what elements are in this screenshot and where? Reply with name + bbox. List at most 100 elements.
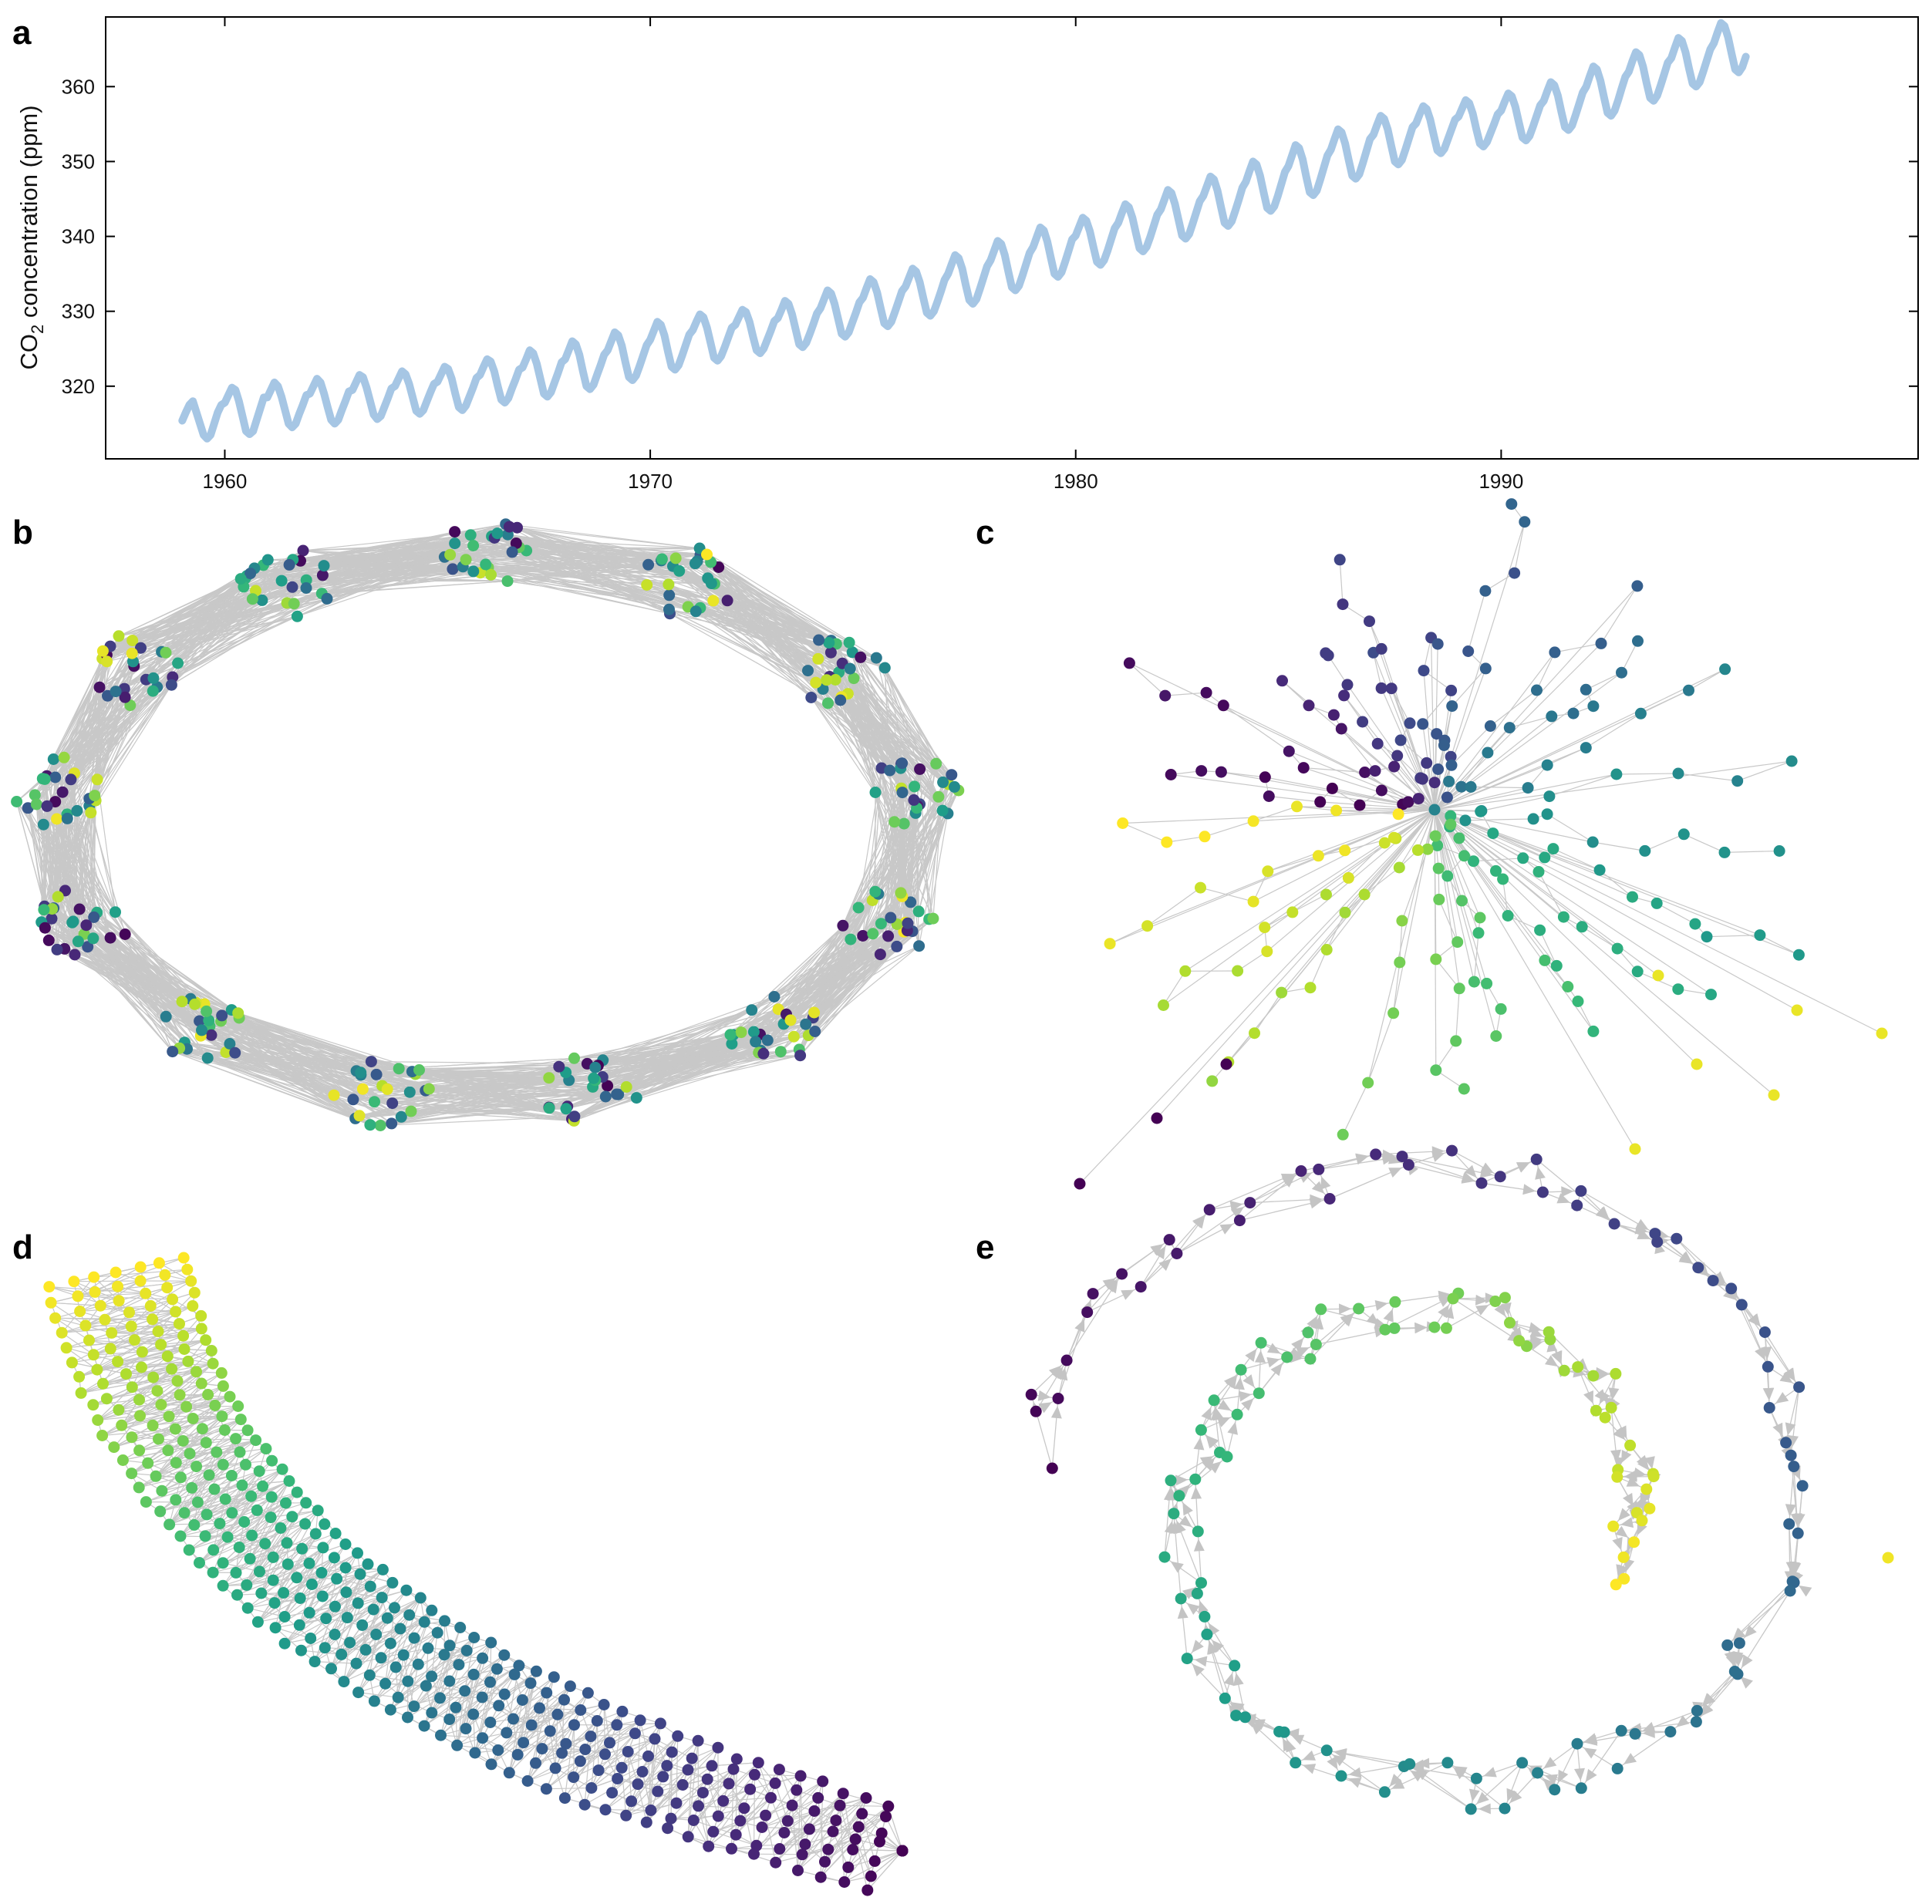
edge <box>718 567 841 701</box>
node <box>503 521 515 533</box>
edge <box>1156 809 1435 1119</box>
node <box>705 578 717 589</box>
edge <box>213 1517 271 1551</box>
node <box>913 940 926 952</box>
node <box>1683 684 1694 696</box>
edge <box>134 1328 202 1341</box>
edge <box>46 806 58 950</box>
node <box>1206 1075 1219 1087</box>
node <box>787 1030 800 1043</box>
edge <box>374 1645 450 1702</box>
edge <box>238 1013 393 1124</box>
node <box>1718 846 1731 858</box>
node <box>1396 915 1408 927</box>
node <box>905 896 917 908</box>
edge <box>591 1733 636 1788</box>
graph-edges <box>1079 504 1883 1185</box>
node <box>1532 866 1545 878</box>
node <box>224 1390 236 1403</box>
edge <box>89 1330 159 1341</box>
edge <box>322 574 491 595</box>
edge <box>848 1841 880 1868</box>
edge <box>841 696 895 822</box>
node <box>1199 831 1211 843</box>
node <box>543 1102 555 1114</box>
edge <box>330 1617 348 1669</box>
node <box>690 605 702 618</box>
node <box>875 918 887 930</box>
edge <box>1468 591 1486 652</box>
node <box>909 780 921 793</box>
node <box>784 1014 797 1026</box>
edge <box>1434 809 1698 1065</box>
node <box>912 905 925 918</box>
edge <box>165 615 298 653</box>
edge <box>679 570 830 677</box>
node <box>1616 666 1627 679</box>
node <box>56 786 69 798</box>
node <box>1576 921 1588 933</box>
edge <box>546 1787 592 1790</box>
node <box>1421 843 1434 855</box>
edge <box>662 558 840 673</box>
edge <box>700 607 812 698</box>
edge <box>1434 706 1453 810</box>
node <box>1394 734 1407 746</box>
edge <box>1434 769 1439 810</box>
node <box>71 804 83 817</box>
edge <box>585 1710 623 1750</box>
edge <box>131 599 263 654</box>
edge <box>786 892 902 1015</box>
edge <box>1434 669 1725 810</box>
edge <box>848 642 918 808</box>
edge <box>140 586 244 649</box>
node <box>134 1410 146 1422</box>
edge <box>110 602 288 647</box>
panel-a-letter: a <box>12 14 32 52</box>
node <box>51 813 63 825</box>
node <box>85 807 97 819</box>
node <box>1587 700 1600 713</box>
node <box>857 930 869 942</box>
node <box>89 790 101 802</box>
edge <box>309 1572 322 1613</box>
node <box>1200 686 1212 699</box>
node <box>75 1387 87 1399</box>
node <box>356 1083 369 1095</box>
edge <box>811 697 949 814</box>
node <box>1610 768 1623 780</box>
edge <box>57 896 239 1014</box>
node <box>810 676 822 689</box>
panel-d-letter: d <box>12 1228 33 1266</box>
edge <box>425 1648 429 1687</box>
edge <box>229 1043 375 1103</box>
edge <box>1434 747 1586 810</box>
node <box>1547 843 1559 855</box>
edge <box>778 1769 793 1806</box>
node <box>768 991 781 1003</box>
node <box>1527 813 1539 825</box>
node <box>88 1271 100 1283</box>
node <box>162 1444 174 1457</box>
node <box>1546 710 1558 723</box>
edge <box>346 1567 383 1570</box>
edge <box>197 1451 241 1503</box>
node <box>1502 910 1514 922</box>
node <box>113 1295 125 1307</box>
edge <box>52 759 98 913</box>
node <box>91 773 103 786</box>
node <box>36 773 49 785</box>
node <box>151 1385 164 1397</box>
node <box>174 1318 185 1330</box>
node <box>1445 759 1458 771</box>
node <box>58 751 70 763</box>
edge <box>93 1269 187 1278</box>
edge <box>700 554 850 643</box>
node <box>1474 912 1486 924</box>
node <box>747 1026 760 1038</box>
node <box>180 1400 193 1413</box>
edge <box>1434 760 1792 810</box>
node <box>1446 700 1458 713</box>
